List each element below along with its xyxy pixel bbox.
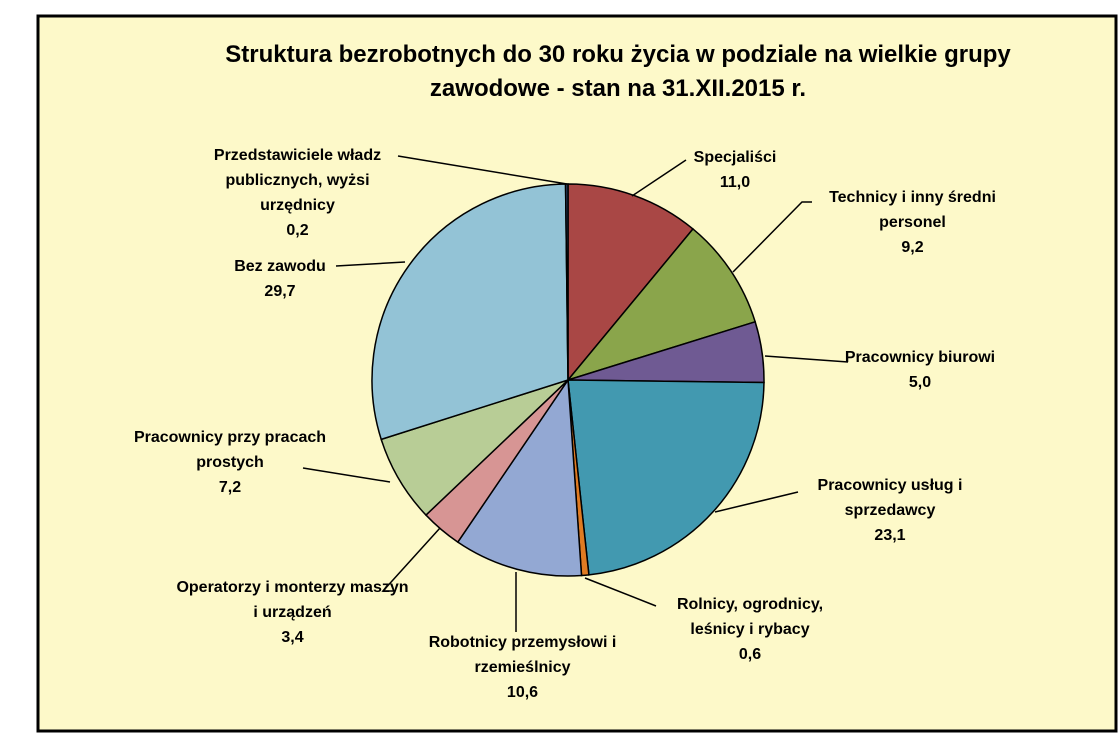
value-label: 11,0 bbox=[719, 174, 751, 191]
leader-line bbox=[302, 467, 391, 483]
data-label: Operatorzy i monterzy maszyn i urządzeń 3… bbox=[175, 575, 410, 650]
pie-slice bbox=[565, 227, 757, 382]
pie-slice bbox=[567, 379, 765, 576]
pie-slice bbox=[456, 377, 583, 577]
category-label: Pracownicy przy pracach prostych bbox=[133, 429, 327, 471]
data-label: Pracownicy usług i sprzedawcy 23,1 bbox=[790, 473, 990, 548]
category-label: Robotnicy przemysłowi i rzemieślnicy bbox=[428, 634, 617, 676]
leader-line bbox=[764, 355, 849, 363]
leader-line bbox=[335, 261, 406, 267]
leader-line bbox=[631, 159, 687, 197]
value-label: 29,7 bbox=[264, 283, 296, 300]
category-label: Bez zawodu bbox=[234, 258, 326, 275]
leader-line bbox=[584, 577, 657, 607]
value-label: 5,0 bbox=[908, 374, 932, 391]
pie bbox=[371, 183, 765, 577]
data-label: Pracownicy przy pracach prostych 7,2 bbox=[130, 425, 330, 500]
pie-slice bbox=[371, 183, 569, 441]
data-label: Rolnicy, ogrodnicy, leśnicy i rybacy 0,6 bbox=[650, 592, 850, 667]
category-label: Rolnicy, ogrodnicy, leśnicy i rybacy bbox=[676, 596, 824, 638]
value-label: 3,4 bbox=[281, 629, 304, 646]
pie-slice bbox=[567, 183, 694, 383]
value-label: 0,6 bbox=[738, 646, 762, 663]
value-label: 23,1 bbox=[874, 527, 906, 544]
value-label: 10,6 bbox=[506, 684, 539, 701]
category-label: Operatorzy i monterzy maszyn i urządzeń bbox=[176, 579, 409, 621]
data-label: Przedstawiciele władz publicznych, wyżsi… bbox=[190, 143, 405, 243]
category-label: Przedstawiciele władz publicznych, wyżsi… bbox=[213, 147, 382, 214]
chart-title: Struktura bezrobotnych do 30 roku życia … bbox=[225, 41, 1011, 102]
leader-line bbox=[732, 201, 812, 273]
value-label: 0,2 bbox=[286, 222, 309, 239]
leader-lines bbox=[302, 155, 849, 632]
category-label: Specjaliści bbox=[693, 149, 777, 166]
data-label: Pracownicy biurowi 5,0 bbox=[840, 345, 1000, 395]
category-label: Pracownicy biurowi bbox=[844, 349, 996, 366]
category-label: Technicy i inny średni personel bbox=[829, 189, 996, 231]
data-label: Robotnicy przemysłowi i rzemieślnicy 10,6 bbox=[400, 630, 645, 705]
category-label: Pracownicy usług i sprzedawcy bbox=[817, 477, 963, 519]
value-label: 9,2 bbox=[901, 239, 924, 256]
value-label: 7,2 bbox=[218, 479, 242, 496]
data-label: Bez zawodu 29,7 bbox=[200, 254, 360, 304]
leader-line bbox=[381, 527, 441, 592]
leader-line bbox=[714, 491, 799, 513]
leader-line bbox=[397, 155, 568, 185]
data-label: Specjaliści 11,0 bbox=[650, 145, 820, 195]
data-label: Technicy i inny średni personel 9,2 bbox=[800, 185, 1025, 260]
